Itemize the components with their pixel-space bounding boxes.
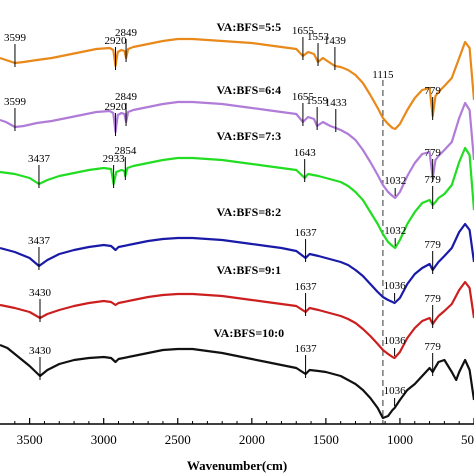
peak-label: 3430: [29, 287, 52, 299]
peak-label: 1036: [384, 335, 407, 347]
peak-label: 1643: [294, 147, 317, 159]
peak-label: 2933: [103, 153, 126, 165]
peak-label: 3437: [28, 153, 51, 165]
peak-label: 3599: [4, 96, 27, 108]
peak-label: 1433: [325, 97, 348, 109]
peak-label: 1553: [307, 31, 330, 43]
peak-label: 779: [424, 341, 441, 353]
x-tick-label: 1500: [313, 432, 339, 447]
peak-label: 1036: [384, 385, 407, 397]
peak-label: 2849: [115, 27, 138, 39]
peak-label: 1559: [306, 95, 329, 107]
x-tick-label: 3500: [17, 432, 43, 447]
series-line-3: [0, 222, 474, 305]
series-line-0: [0, 37, 474, 131]
series-name-label: VA:BFS=10:0: [214, 326, 285, 340]
peak-label: 779: [424, 293, 441, 305]
peak-label: 1032: [384, 225, 406, 237]
x-axis-title: Wavenumber(cm): [187, 458, 287, 473]
peak-label: 779: [424, 239, 441, 251]
peak-label: 2920: [105, 101, 128, 113]
x-tick-label: 3000: [91, 432, 117, 447]
peak-label: 3599: [4, 32, 27, 44]
series-line-5: [0, 343, 474, 420]
peak-label: 1637: [295, 227, 318, 239]
peak-label: 1036: [384, 280, 407, 292]
peak-label: 1655: [292, 25, 315, 37]
x-tick-label: 2000: [239, 432, 265, 447]
peak-label: 2920: [105, 35, 128, 47]
peak-label: 3437: [28, 235, 51, 247]
peak-label: 1637: [295, 343, 318, 355]
x-tick-label: 2500: [165, 432, 191, 447]
series-name-label: VA:BFS=9:1: [217, 263, 282, 277]
series-line-4: [0, 280, 474, 360]
peak-label: 779: [424, 174, 441, 186]
peak-label: 2854: [114, 145, 137, 157]
peak-label: 1655: [292, 91, 315, 103]
series-name-label: VA:BFS=7:3: [217, 129, 282, 143]
series-name-label: VA:BFS=5:5: [217, 20, 282, 34]
peak-label: 3430: [29, 345, 52, 357]
series-name-label: VA:BFS=8:2: [217, 205, 282, 219]
reference-line-label: 1115: [372, 69, 394, 81]
peak-label: 779: [424, 147, 441, 159]
peak-label: 1439: [324, 35, 347, 47]
peak-label: 779: [424, 85, 441, 97]
series-line-1: [0, 100, 474, 200]
peak-label: 2849: [115, 91, 138, 103]
peak-label: 1032: [384, 175, 406, 187]
x-tick-label: 1000: [387, 432, 413, 447]
x-axis: 3500 3000 2500 2000 1500 1000 50: [0, 418, 474, 447]
series-line-2: [0, 146, 474, 250]
x-tick-label: 50: [461, 432, 474, 447]
series-name-label: VA:BFS=6:4: [217, 83, 282, 97]
peak-label: 1637: [295, 281, 318, 293]
